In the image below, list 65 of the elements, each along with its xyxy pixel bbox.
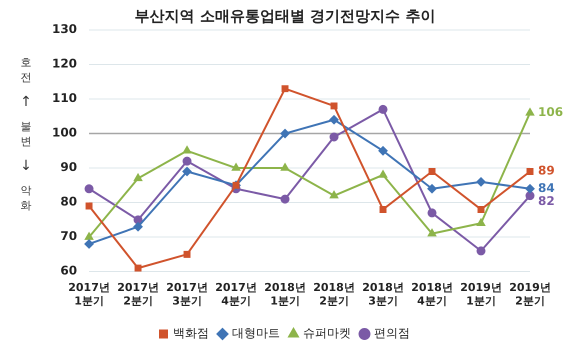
point — [428, 229, 436, 236]
x-tick-label: 2019년 1분기 — [460, 281, 502, 308]
x-tick-label: 2018년 2분기 — [313, 281, 355, 308]
y-axis-title: 호전 ↑ 불변 ↓ 악화 — [20, 55, 32, 213]
point — [330, 102, 338, 110]
x-tick-label: 2019년 2분기 — [509, 281, 551, 308]
point — [330, 132, 339, 142]
point — [84, 184, 94, 194]
point — [526, 108, 534, 116]
point — [182, 156, 192, 166]
point — [378, 104, 388, 114]
point — [476, 218, 486, 226]
legend-label: 백화점 — [173, 326, 209, 340]
legend-label: 슈퍼마켓 — [303, 326, 351, 340]
point — [378, 146, 388, 156]
y-tick-label: 110 — [52, 91, 78, 106]
point — [330, 115, 339, 124]
point — [428, 168, 436, 175]
legend-label: 편의점 — [374, 326, 410, 340]
x-tick-label: 2018년 1분기 — [264, 281, 306, 308]
point — [134, 215, 143, 224]
point — [232, 164, 240, 171]
y-tick-label: 120 — [52, 56, 78, 71]
point — [86, 202, 93, 210]
point — [280, 164, 290, 171]
y-tick-label: 90 — [60, 160, 78, 174]
x-tick-label: 2018년 3분기 — [362, 281, 404, 308]
point — [280, 129, 290, 138]
y-tick-label: 80 — [60, 194, 78, 209]
x-tick-label: 2017년 1분기 — [68, 281, 110, 308]
point — [476, 177, 486, 186]
data-label: 89 — [538, 164, 555, 178]
data-label: 84 — [538, 180, 555, 195]
point — [428, 184, 437, 194]
x-tick-label: 2017년 4분기 — [215, 281, 257, 308]
point — [183, 146, 192, 154]
x-tick-label: 2018년 4분기 — [411, 281, 453, 308]
point — [526, 168, 534, 175]
point — [282, 85, 288, 92]
y-tick-label: 60 — [60, 264, 78, 278]
point — [378, 170, 388, 178]
point — [134, 264, 142, 272]
y-tick-label: 70 — [60, 229, 78, 244]
y-tick-label: 130 — [52, 22, 78, 36]
point — [476, 246, 486, 256]
point — [526, 184, 534, 194]
point — [280, 194, 290, 204]
point — [84, 239, 94, 248]
y-tick-label: 100 — [52, 126, 78, 140]
chart-title: 부산지역 소매유통업태별 경기전망지수 추이 — [134, 6, 436, 25]
x-tick-label: 2017년 3분기 — [166, 281, 208, 308]
point — [182, 167, 192, 176]
point — [134, 174, 142, 182]
legend-label: 대형마트 — [232, 326, 280, 340]
point — [184, 250, 191, 258]
data-label: 106 — [538, 104, 564, 119]
data-label: 82 — [538, 194, 555, 208]
point — [134, 222, 143, 232]
point — [478, 206, 484, 213]
point — [526, 191, 534, 200]
x-tick-label: 2017년 2분기 — [117, 281, 159, 308]
point — [380, 206, 386, 213]
point — [330, 191, 338, 198]
point — [428, 208, 437, 218]
point — [85, 232, 94, 240]
